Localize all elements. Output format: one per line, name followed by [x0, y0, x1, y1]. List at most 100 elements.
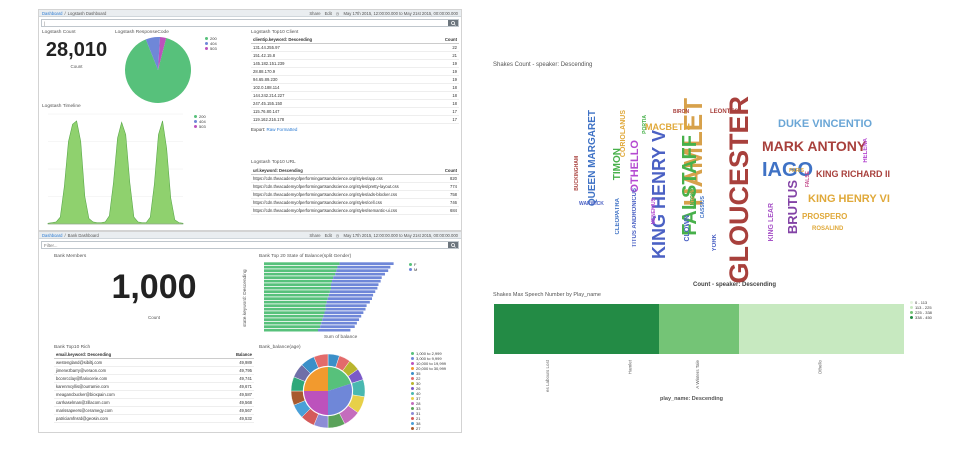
clock-icon[interactable]: ◷ — [335, 10, 340, 16]
wordcloud-word[interactable]: PORTIA — [642, 115, 648, 134]
heatmap-cell[interactable] — [739, 304, 904, 354]
legend-item[interactable]: 200 — [194, 114, 242, 119]
url-row[interactable]: https://cdn.theacademyofperformingartsan… — [251, 190, 459, 199]
bar-M[interactable] — [329, 290, 376, 293]
rich-row[interactable]: karenmcyllis@ourramie.com 49,671 — [54, 382, 254, 391]
wordcloud-word[interactable]: YORK — [712, 234, 718, 252]
bar-F[interactable] — [264, 293, 329, 297]
search-input[interactable]: | — [44, 21, 46, 26]
pie-slice-200[interactable] — [124, 38, 191, 103]
wordcloud-word[interactable]: IAGO — [762, 159, 814, 181]
export-raw-link[interactable]: Raw — [266, 127, 276, 132]
inner-slice[interactable] — [304, 391, 328, 415]
outer-slice[interactable] — [313, 353, 329, 369]
wordcloud-word[interactable]: MARK ANTONY — [762, 138, 867, 154]
clientip-row[interactable]: 28.88.170.9 19 — [251, 67, 459, 76]
legend-item[interactable]: 33 — [411, 406, 446, 411]
legend-item[interactable]: 40 — [411, 391, 446, 396]
edit-button[interactable]: Edit — [324, 232, 332, 238]
wordcloud-word[interactable]: ROSALIND — [812, 226, 844, 232]
bar-M[interactable] — [328, 293, 374, 297]
wordcloud-word[interactable]: FALSE — [805, 171, 811, 188]
legend-item[interactable]: 503 — [205, 46, 217, 51]
urls-count-header[interactable]: Count — [438, 167, 459, 175]
bar-F[interactable] — [264, 283, 331, 286]
bar-F[interactable] — [264, 311, 325, 314]
wordcloud-word[interactable]: PROSPERO — [802, 212, 848, 221]
rich-email-header[interactable]: email.keyword: Descending — [54, 351, 206, 359]
breadcrumb-dashboard-link[interactable]: Dashboard — [42, 10, 63, 16]
urls-col-header[interactable]: url.keyword: Descending — [251, 167, 439, 175]
bar-F[interactable] — [264, 269, 337, 272]
legend-item[interactable]: 338 - 450 — [910, 315, 932, 320]
legend-item[interactable]: 30 — [411, 381, 446, 386]
legend-item[interactable]: 20,000 to 30,999 — [411, 366, 446, 371]
heatmap-cell[interactable] — [494, 304, 604, 354]
legend-item[interactable]: 20 — [411, 431, 446, 432]
wordcloud-word[interactable]: OTHELLO — [629, 140, 641, 193]
legend-item[interactable]: 1,000 to 2,999 — [411, 351, 446, 356]
bar-M[interactable] — [321, 321, 357, 325]
bar-M[interactable] — [324, 311, 364, 314]
url-row[interactable]: https://cdn.theacademyofperformingartsan… — [251, 182, 459, 191]
bar-F[interactable] — [264, 318, 323, 321]
clientip-row[interactable]: 151.42.15.8 21 — [251, 51, 459, 60]
wordcloud-word[interactable]: DUKE VINCENTIO — [778, 118, 873, 130]
bar-M[interactable] — [333, 276, 382, 279]
clientip-col-header[interactable]: clientip.keyword: Descending — [251, 36, 417, 44]
wordcloud-word[interactable]: QUEEN MARGARET — [587, 110, 598, 207]
legend-item[interactable]: 22 — [411, 376, 446, 381]
breadcrumb-dashboard-link[interactable]: Dashboard — [42, 232, 63, 238]
legend-item[interactable]: 27 — [411, 426, 446, 431]
inner-slice[interactable] — [328, 367, 351, 391]
bar-F[interactable] — [264, 279, 333, 283]
time-range-picker[interactable]: May 17th 2015, 12:00:00.000 to May 21st … — [343, 232, 458, 238]
legend-item[interactable]: 503 — [194, 124, 242, 129]
bar-M[interactable] — [330, 283, 379, 286]
bar-M[interactable] — [337, 265, 391, 269]
clientip-row[interactable]: 131.44.255.97 22 — [251, 43, 459, 52]
edit-button[interactable]: Edit — [324, 10, 332, 16]
legend-item[interactable]: 0 - 113 — [910, 300, 932, 305]
wordcloud-word[interactable]: WARWICK — [579, 201, 604, 207]
legend-item[interactable]: 404 — [205, 41, 217, 46]
url-row[interactable]: https://cdn.theacademyofperformingartsan… — [251, 174, 459, 183]
clientip-row[interactable]: 247.45.155.150 18 — [251, 99, 459, 108]
legend-item[interactable]: M — [409, 267, 417, 272]
wordcloud-word[interactable]: BUCKINGHAM — [574, 156, 580, 191]
clientip-row[interactable]: 144.242.214.227 18 — [251, 91, 459, 100]
bar-F[interactable] — [264, 304, 326, 307]
legend-item[interactable]: F — [409, 262, 417, 267]
bar-M[interactable] — [318, 328, 351, 332]
pie-slice-404[interactable] — [145, 37, 161, 70]
legend-item[interactable]: 404 — [194, 119, 242, 124]
wordcloud-word[interactable]: BIRON — [673, 109, 690, 115]
inner-slice[interactable] — [304, 367, 328, 391]
wordcloud-word[interactable]: MENENIUS — [651, 198, 657, 225]
wordcloud-word[interactable]: BRUTUS — [785, 180, 800, 235]
bar-M[interactable] — [320, 325, 355, 328]
rich-row[interactable]: bconrcclay@flarixcerie.com 49,741 — [54, 374, 254, 383]
bar-F[interactable] — [264, 262, 340, 265]
legend-item[interactable]: 113 - 225 — [910, 305, 932, 310]
url-row[interactable]: https://cdn.theacademyofperformingartsan… — [251, 198, 459, 207]
bar-F[interactable] — [264, 276, 334, 279]
heatmap-cell[interactable] — [604, 304, 659, 354]
bar-F[interactable] — [264, 286, 331, 290]
wordcloud-word[interactable]: CORIOLANUS — [620, 110, 627, 158]
series-200-area[interactable] — [47, 120, 184, 225]
wordcloud-word[interactable]: KING RICHARD II — [816, 169, 890, 179]
clientip-row[interactable]: 115.76.80.147 17 — [251, 107, 459, 116]
bar-F[interactable] — [264, 325, 321, 328]
bar-M[interactable] — [326, 300, 370, 304]
legend-item[interactable]: 10,000 to 19,999 — [411, 361, 446, 366]
bar-F[interactable] — [264, 300, 327, 304]
bar-M[interactable] — [325, 304, 367, 307]
wordcloud-word[interactable]: GLOUCESTER — [724, 96, 754, 284]
clock-icon[interactable]: ◷ — [335, 232, 340, 238]
rich-row[interactable]: carrkaselman@zillacom.com 49,568 — [54, 398, 254, 407]
legend-item[interactable]: 31 — [411, 411, 446, 416]
clientip-row[interactable]: 145.182.151.239 19 — [251, 59, 459, 68]
rich-row[interactable]: meagancbucker@bioxpain.com 49,587 — [54, 390, 254, 399]
legend-item[interactable]: 35 — [411, 371, 446, 376]
